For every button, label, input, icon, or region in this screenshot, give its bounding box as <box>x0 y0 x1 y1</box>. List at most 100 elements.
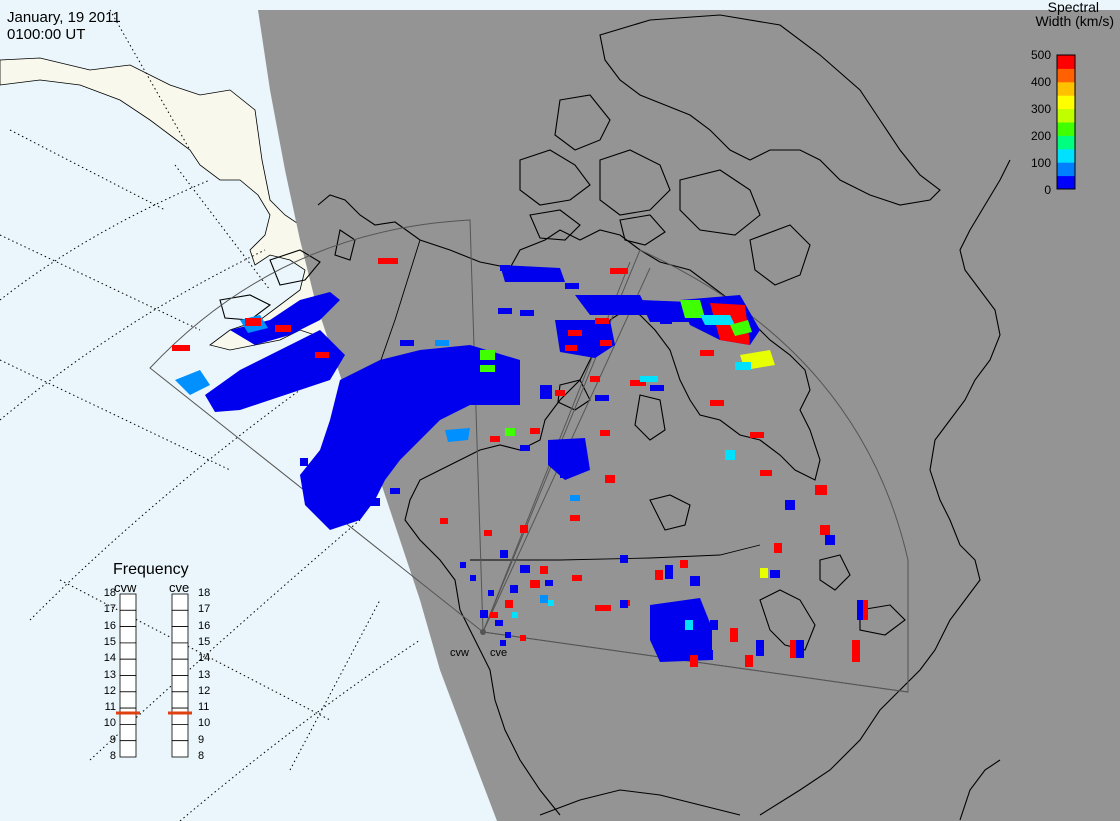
echo-region <box>565 283 579 289</box>
frequency-cell <box>171 707 189 725</box>
echo-region <box>655 570 663 580</box>
echo-region <box>490 436 500 442</box>
echo-region <box>435 340 449 346</box>
echo-region <box>512 612 518 618</box>
grid-lines <box>0 9 421 821</box>
echo-region <box>700 350 714 356</box>
echo-region <box>678 640 686 652</box>
echo-region <box>825 535 835 545</box>
frequency-tick-left: 12 <box>103 684 116 697</box>
frequency-tick-right: 18 <box>198 587 211 599</box>
echo-region <box>600 340 612 346</box>
echo-region <box>660 318 672 324</box>
echo-region <box>480 365 495 372</box>
echo-region <box>785 500 795 510</box>
echo-region <box>275 325 291 332</box>
frequency-cell <box>171 724 189 742</box>
echo-region <box>490 612 498 618</box>
colorbar-segment <box>1057 95 1075 110</box>
echo-region <box>565 345 577 351</box>
colorbar-tick-label: 0 <box>1044 183 1051 197</box>
frequency-cell <box>119 626 137 644</box>
echo-region <box>575 295 650 315</box>
echo-region <box>680 560 688 568</box>
echo-region <box>575 460 585 468</box>
echo-region <box>300 458 308 466</box>
colorbar-title-line2: Width (km/s) <box>1035 13 1114 29</box>
colorbar-segment <box>1057 55 1075 69</box>
echo-region <box>595 395 609 401</box>
echo-region <box>545 580 553 586</box>
echo-region <box>615 300 627 306</box>
frequency-cell <box>119 691 137 709</box>
frequency-tick-right: 10 <box>198 717 211 730</box>
frequency-tick-right: 13 <box>198 668 211 681</box>
echo-region <box>500 265 565 282</box>
frequency-cell <box>171 626 189 644</box>
frequency-tick-left: 9 <box>109 733 116 746</box>
echo-region <box>505 632 511 638</box>
echo-region <box>530 428 540 434</box>
frequency-tick-left: 14 <box>103 652 116 665</box>
frequency-radar-right: cve <box>169 580 190 595</box>
echo-region <box>460 562 466 568</box>
coastlines <box>219 14 1011 821</box>
echo-region <box>774 543 782 553</box>
echo-region <box>520 635 526 641</box>
echo-region <box>540 385 552 399</box>
frequency-tick-left: 10 <box>103 717 116 730</box>
echo-region <box>730 320 752 336</box>
echo-region <box>640 300 695 322</box>
echo-region <box>796 640 804 658</box>
frequency-tick-left: 18 <box>103 587 116 599</box>
colorbar-tick-label: 200 <box>1030 129 1051 143</box>
frequency-tick-right: 8 <box>198 750 205 762</box>
echo-region <box>725 450 735 460</box>
backscatter-echoes <box>172 258 868 667</box>
echo-region <box>665 565 673 579</box>
frequency-tick-right: 16 <box>198 619 211 632</box>
echo-region <box>595 318 609 324</box>
frequency-cell <box>171 740 189 758</box>
frequency-tick-right: 17 <box>198 603 211 616</box>
colorbar-tick-label: 300 <box>1030 102 1051 116</box>
echo-region <box>245 318 261 326</box>
echo-region <box>620 555 628 563</box>
echo-region <box>600 430 610 436</box>
frequency-cell <box>171 642 189 660</box>
frequency-tick-right: 12 <box>198 684 211 697</box>
spectral-width-colorbar <box>1056 54 1076 190</box>
echo-region <box>172 345 190 351</box>
frequency-tick-right: 9 <box>198 733 205 746</box>
echo-region <box>205 330 345 412</box>
echo-region <box>390 488 400 494</box>
echo-region <box>640 376 658 382</box>
echo-region <box>548 600 554 606</box>
echo-region <box>760 568 768 578</box>
echo-region <box>500 640 506 646</box>
frequency-tick-left: 8 <box>109 750 116 762</box>
echo-region <box>680 300 705 318</box>
echo-region <box>230 292 340 345</box>
echo-region <box>650 598 712 662</box>
echo-region <box>756 640 764 656</box>
colorbar-tick-label: 400 <box>1030 75 1051 89</box>
frequency-cell <box>171 675 189 693</box>
echo-region <box>548 438 590 480</box>
echo-region <box>480 350 495 360</box>
frequency-tick-right: 14 <box>198 652 211 665</box>
frequency-title: Frequency <box>113 561 189 578</box>
echo-region <box>530 580 540 588</box>
colorbar-segment <box>1057 68 1075 83</box>
frequency-cell <box>171 658 189 676</box>
echo-region <box>690 655 698 667</box>
echo-region <box>620 600 628 608</box>
colorbar-segment <box>1057 135 1075 150</box>
colorbar-title-line1: Spectral <box>1047 0 1099 15</box>
echo-region <box>820 525 830 535</box>
colorbar-tick-label: 500 <box>1030 48 1051 62</box>
frequency-tick-left: 16 <box>103 619 116 632</box>
echo-region <box>750 432 764 438</box>
frequency-cell <box>119 724 137 742</box>
echo-region <box>480 610 488 618</box>
